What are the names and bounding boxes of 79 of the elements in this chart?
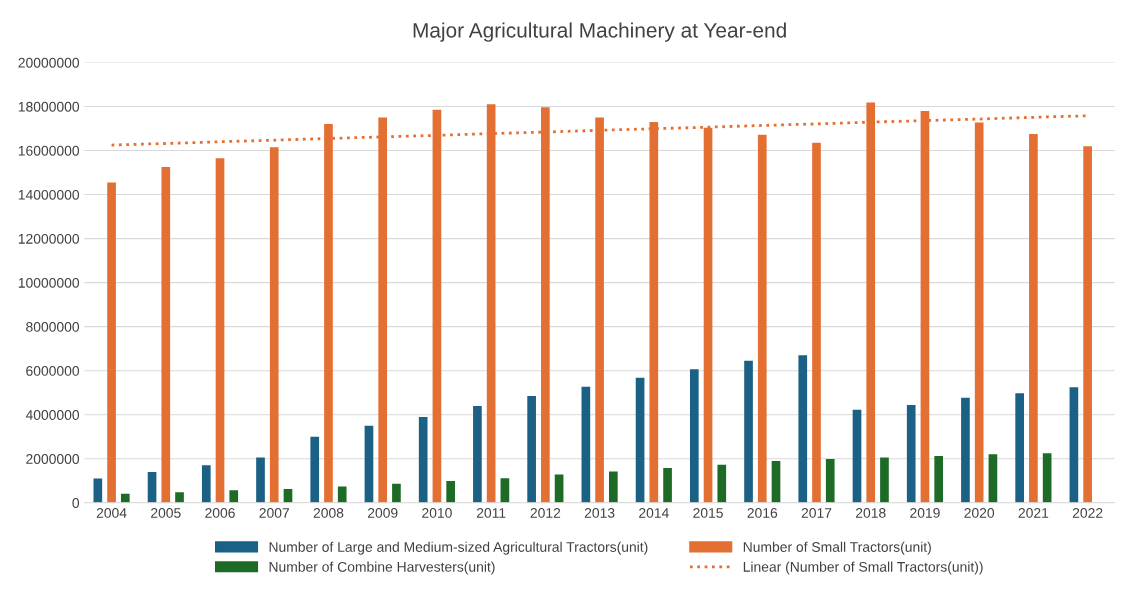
- x-tick-label: 2010: [422, 508, 452, 518]
- bar: [527, 396, 536, 503]
- bar: [107, 182, 116, 503]
- bar: [175, 492, 184, 503]
- x-tick-label: 2018: [855, 508, 886, 518]
- bar: [608, 471, 618, 503]
- bar: [364, 425, 374, 503]
- bar: [581, 386, 591, 503]
- bar: [310, 436, 320, 503]
- bar: [852, 409, 862, 503]
- bar: [337, 486, 347, 503]
- bar: [757, 134, 767, 503]
- y-tick-label: 16000000: [18, 145, 80, 156]
- x-tick-label: 2016: [747, 508, 778, 518]
- bar: [201, 465, 211, 503]
- x-tick-label: 2014: [639, 508, 669, 518]
- bar: [717, 464, 727, 503]
- legend-label: Linear (Number of Small Tractors(unit)): [743, 561, 983, 575]
- x-tick-label: 2021: [1018, 508, 1049, 518]
- legend-label: Number of Combine Harvesters(unit): [269, 561, 495, 575]
- bar: [1069, 387, 1079, 503]
- bar: [392, 483, 401, 503]
- y-tick-label: 12000000: [18, 233, 80, 244]
- bar: [744, 360, 753, 503]
- bar: [663, 467, 672, 503]
- bar: [256, 457, 265, 503]
- x-tick-label: 2006: [205, 508, 235, 518]
- bar: [93, 478, 103, 503]
- bar: [215, 158, 225, 503]
- bar: [988, 454, 998, 503]
- x-tick-label: 2005: [151, 508, 181, 518]
- bar: [418, 416, 428, 503]
- bar: [635, 377, 645, 503]
- y-tick-label: 14000000: [18, 189, 80, 200]
- x-tick-label: 2013: [584, 508, 615, 518]
- bar: [1029, 134, 1038, 503]
- bar: [161, 167, 171, 503]
- bar: [798, 355, 808, 503]
- bar: [120, 493, 130, 503]
- bar: [1015, 393, 1024, 503]
- bar: [500, 478, 510, 503]
- x-tick-label: 2007: [259, 508, 289, 518]
- x-tick-label: 2009: [367, 508, 398, 518]
- bar: [1083, 146, 1092, 503]
- y-tick-label: 2000000: [26, 454, 80, 464]
- x-tick-label: 2015: [693, 508, 723, 518]
- bar: [974, 122, 984, 503]
- bar: [229, 490, 239, 503]
- bar: [446, 480, 455, 503]
- bar: [934, 455, 944, 503]
- x-tick-label: 2011: [476, 508, 506, 518]
- bar: [771, 460, 781, 503]
- x-tick-label: 2017: [801, 508, 832, 518]
- legend-label: Number of Large and Medium-sized Agricultural Tractors(unit): [269, 541, 648, 555]
- bar: [812, 142, 821, 503]
- y-tick-label: 20000000: [18, 57, 80, 68]
- y-tick-label: 10000000: [18, 277, 80, 288]
- bar: [689, 369, 699, 503]
- bar: [269, 147, 279, 503]
- bar: [906, 405, 916, 503]
- x-tick-label: 2012: [530, 508, 561, 518]
- y-tick-label: 8000000: [26, 321, 80, 332]
- x-tick-label: 2004: [96, 508, 127, 518]
- chart-title: Major Agricultural Machinery at Year-end: [413, 22, 786, 42]
- y-tick-label: 6000000: [26, 366, 80, 376]
- bar: [880, 457, 889, 503]
- bar: [1042, 453, 1052, 503]
- legend-label: Number of Small Tractors(unit): [743, 541, 931, 555]
- y-tick-label: 18000000: [18, 101, 80, 112]
- bar: [473, 405, 482, 503]
- x-tick-label: 2020: [964, 508, 995, 518]
- bar: [961, 397, 970, 503]
- x-tick-label: 2019: [910, 508, 940, 518]
- bar: [825, 458, 835, 503]
- y-tick-label: 4000000: [25, 410, 80, 420]
- x-tick-label: 2022: [1072, 508, 1103, 518]
- x-tick-label: 2008: [313, 508, 344, 518]
- bar: [147, 471, 157, 503]
- y-tick-label: 0: [72, 498, 80, 508]
